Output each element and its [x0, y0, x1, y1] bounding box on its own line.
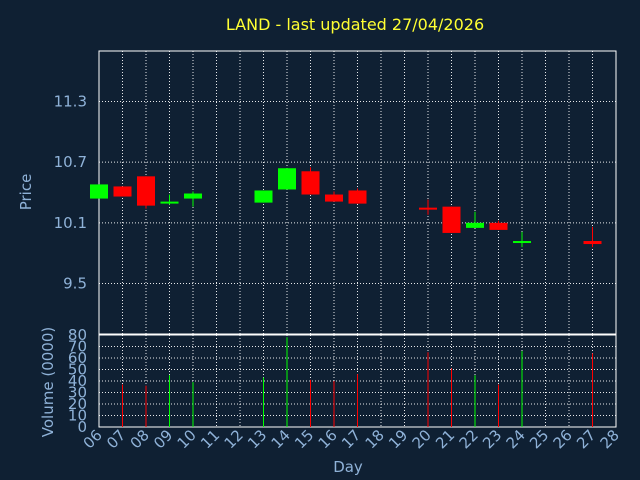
price-tick-label: 10.7 [54, 153, 87, 171]
x-tick-label: 20 [409, 426, 435, 452]
x-tick-label: 07 [103, 426, 129, 452]
volume-bars [122, 337, 593, 427]
volume-tick-label: 80 [68, 326, 87, 344]
price-tick-label: 9.5 [63, 274, 87, 292]
candle-body [90, 184, 108, 199]
x-tick-label: 23 [479, 426, 505, 452]
x-tick-label: 16 [315, 426, 341, 452]
volume-axis-label: Volume (0000) [39, 327, 57, 437]
candle-body [419, 207, 437, 210]
x-tick-label: 14 [268, 426, 294, 452]
x-tick-label: 18 [362, 426, 388, 452]
price-axis-label: Price [17, 174, 35, 211]
x-tick-label: 27 [573, 426, 599, 452]
candle-body [442, 206, 461, 233]
x-tick-label: 11 [197, 426, 223, 452]
candle-body [254, 190, 273, 203]
candles [90, 167, 602, 248]
x-tick-label: 19 [385, 426, 411, 452]
volume-tick-label: 0 [77, 418, 87, 436]
x-tick-label: 28 [597, 426, 623, 452]
candle-body [301, 171, 320, 195]
x-tick-label: 25 [526, 426, 552, 452]
candle-body [583, 241, 602, 245]
volume-tick-label: 10 [68, 407, 87, 425]
x-tick-label: 15 [291, 426, 317, 452]
volume-tick-label: 40 [68, 372, 87, 390]
x-axis-ticks: 0607080910111213141516171819202122232425… [80, 426, 623, 452]
volume-tick-label: 50 [68, 361, 87, 379]
x-tick-label: 17 [338, 426, 364, 452]
candle-body [513, 241, 531, 244]
x-tick-label: 21 [432, 426, 458, 452]
x-tick-label: 12 [221, 426, 247, 452]
volume-tick-label: 60 [68, 349, 87, 367]
volume-tick-label: 20 [68, 395, 87, 413]
candle-body [466, 222, 484, 228]
candle-body [348, 190, 367, 204]
x-tick-label: 22 [456, 426, 482, 452]
x-tick-label: 08 [127, 426, 153, 452]
candle-body [278, 168, 296, 190]
candle-body [489, 222, 508, 230]
price-tick-label: 11.3 [54, 93, 87, 111]
price-tick-label: 10.1 [54, 214, 87, 232]
candle-body [137, 176, 155, 206]
candle-body [113, 186, 132, 197]
candle-body [325, 194, 343, 202]
x-tick-label: 10 [174, 426, 200, 452]
x-tick-label: 26 [550, 426, 576, 452]
x-tick-label: 09 [150, 426, 176, 452]
x-tick-label: 13 [244, 426, 270, 452]
candle-body [160, 201, 179, 204]
price-axis-ticks: 9.5 10.1 10.7 11.3 [54, 93, 87, 293]
candle-body [184, 193, 202, 199]
x-tick-label: 24 [503, 426, 529, 452]
x-axis-label: Day [333, 458, 363, 476]
volume-tick-label: 30 [68, 384, 87, 402]
volume-tick-label: 70 [68, 338, 87, 356]
chart-title: LAND - last updated 27/04/2026 [226, 15, 484, 34]
